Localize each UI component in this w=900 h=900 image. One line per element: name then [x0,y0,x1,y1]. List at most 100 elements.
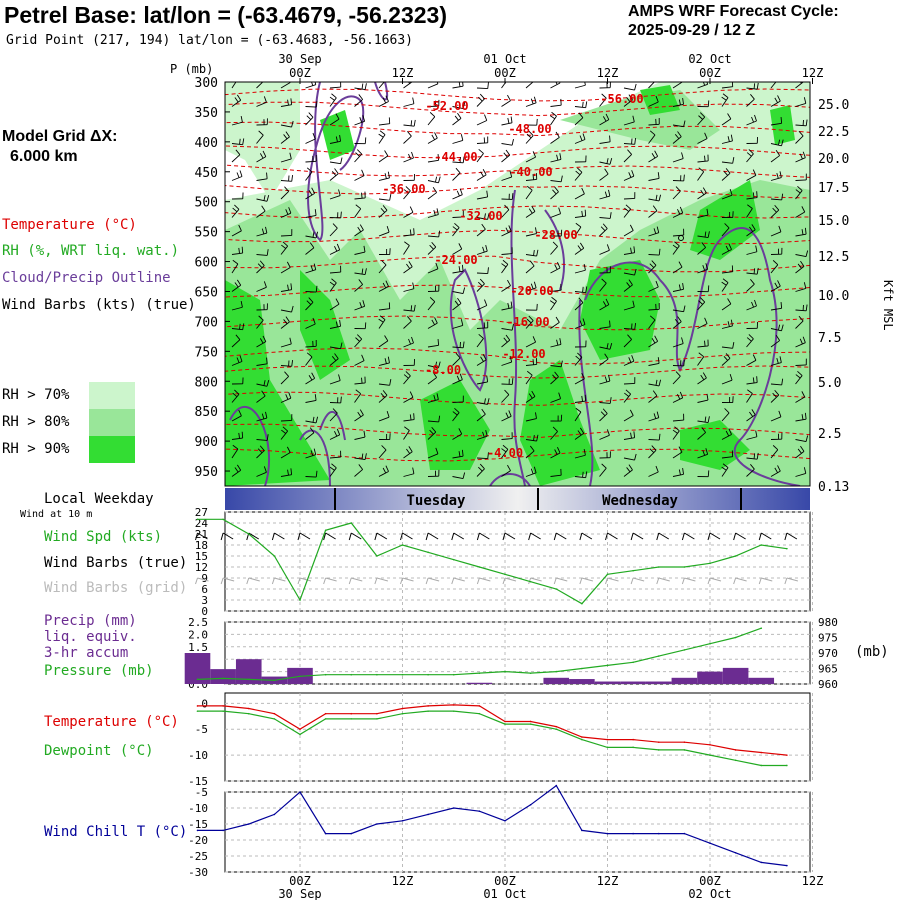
wind-barb [623,170,635,181]
windchill-line-point [222,829,224,832]
wind-barb [648,248,661,256]
wind-barb [231,377,244,385]
wind-barb [550,262,561,274]
wind-barb [305,112,314,126]
dewpoint-line-point [299,733,301,736]
wind-barb [648,150,659,163]
bottom-hour-label: 12Z [392,874,414,888]
dewpoint-line-point [504,723,506,725]
wind-barb [378,130,386,144]
wind-barb [746,137,759,144]
wind-barb [427,132,438,144]
wind-barb [501,116,513,126]
wind-barb [672,261,683,274]
wind-barb [354,334,363,348]
chill-ytick-label: -20 [188,834,208,847]
temperature-label: -52.00 [425,99,468,113]
wind-barb [746,149,754,163]
temperature-line-point [606,738,609,741]
wind-barb-true [323,532,336,541]
wind-barb [770,280,781,292]
wind-barb [795,445,805,459]
wind-barb [550,426,558,440]
wind-barb-true [476,532,490,541]
wind-barb-true [502,532,516,541]
temperature-line-point [299,728,301,731]
wind-barb [770,193,784,201]
wind-barb [231,300,243,311]
wind-barb [795,371,803,385]
wind-barb [599,135,611,144]
wind-barb [452,395,464,403]
wind-barb [403,82,413,89]
wind-barb [305,167,313,181]
wind-barb [452,210,464,218]
cloud-outlines [229,82,801,486]
wind-ytick-label: 3 [201,594,208,607]
pressure-tick-label: 750 [195,345,218,360]
wind-barb [721,265,734,274]
isotherm [225,391,810,406]
wind-barb-grid [733,577,747,585]
wind-barb [721,223,730,237]
wind-barb [329,189,341,200]
wind-barb [672,186,681,200]
wind-ytick-label: 18 [195,539,208,552]
wind-barb [476,429,488,440]
wind-barb [354,83,367,90]
wind-barb [574,187,585,200]
wind-barb [599,298,610,311]
wind-barb [550,283,562,292]
wind-barb [280,261,291,274]
wind-barb [256,281,267,292]
wind-barb [476,278,485,292]
windchill-legend: Wind Chill T (°C) [44,824,188,840]
wind-barb [452,223,460,237]
wind-barb [305,154,317,163]
wind-barb [280,152,292,163]
wind-barb [329,463,337,477]
wind-barb [378,465,389,477]
wind-barb [525,185,533,200]
wind-barb [231,138,245,146]
bottom-hour-label: 12Z [802,874,824,888]
kft-tick-label: 15.0 [818,214,849,229]
isotherm [225,423,810,438]
wind-barb [354,137,367,145]
wind-barb [403,426,410,440]
wind-barb [280,207,292,218]
temperature-line-point [657,741,660,743]
precip-bar [671,677,698,684]
temperature-label: -4.00 [487,446,523,460]
wind-barb [795,173,807,181]
dewpoint-line-point [350,718,353,720]
wind-barb-grid [707,577,722,585]
wind-speed-legend: Wind Spd (kts) [44,529,163,545]
wind-barb [550,207,561,218]
wind-barb [648,172,660,181]
wind-barb [256,335,267,348]
wind-barb [256,411,268,422]
wind-barb [574,340,587,348]
temperature-line-point [273,712,276,715]
wind-barb [721,408,730,422]
wind-barb [329,113,340,126]
wind-barb [329,211,342,219]
wind-barb [623,431,636,440]
wind-barb [795,391,806,403]
wind-barb [623,115,635,126]
wind-barb [378,205,388,218]
wind-barb [501,149,511,163]
temperature-label: -32.00 [459,209,502,223]
dewpoint-line-point [196,710,199,712]
wind-barb [476,321,489,329]
wind-barb [231,409,242,422]
wind-barb [721,450,734,459]
wind-barb [329,408,338,422]
wind-barb [721,113,732,126]
wind-barb [354,430,366,440]
wind-barb [599,429,610,440]
wind-barb [403,119,416,127]
wind-barb [452,341,465,349]
wind-barb-true [348,532,362,541]
